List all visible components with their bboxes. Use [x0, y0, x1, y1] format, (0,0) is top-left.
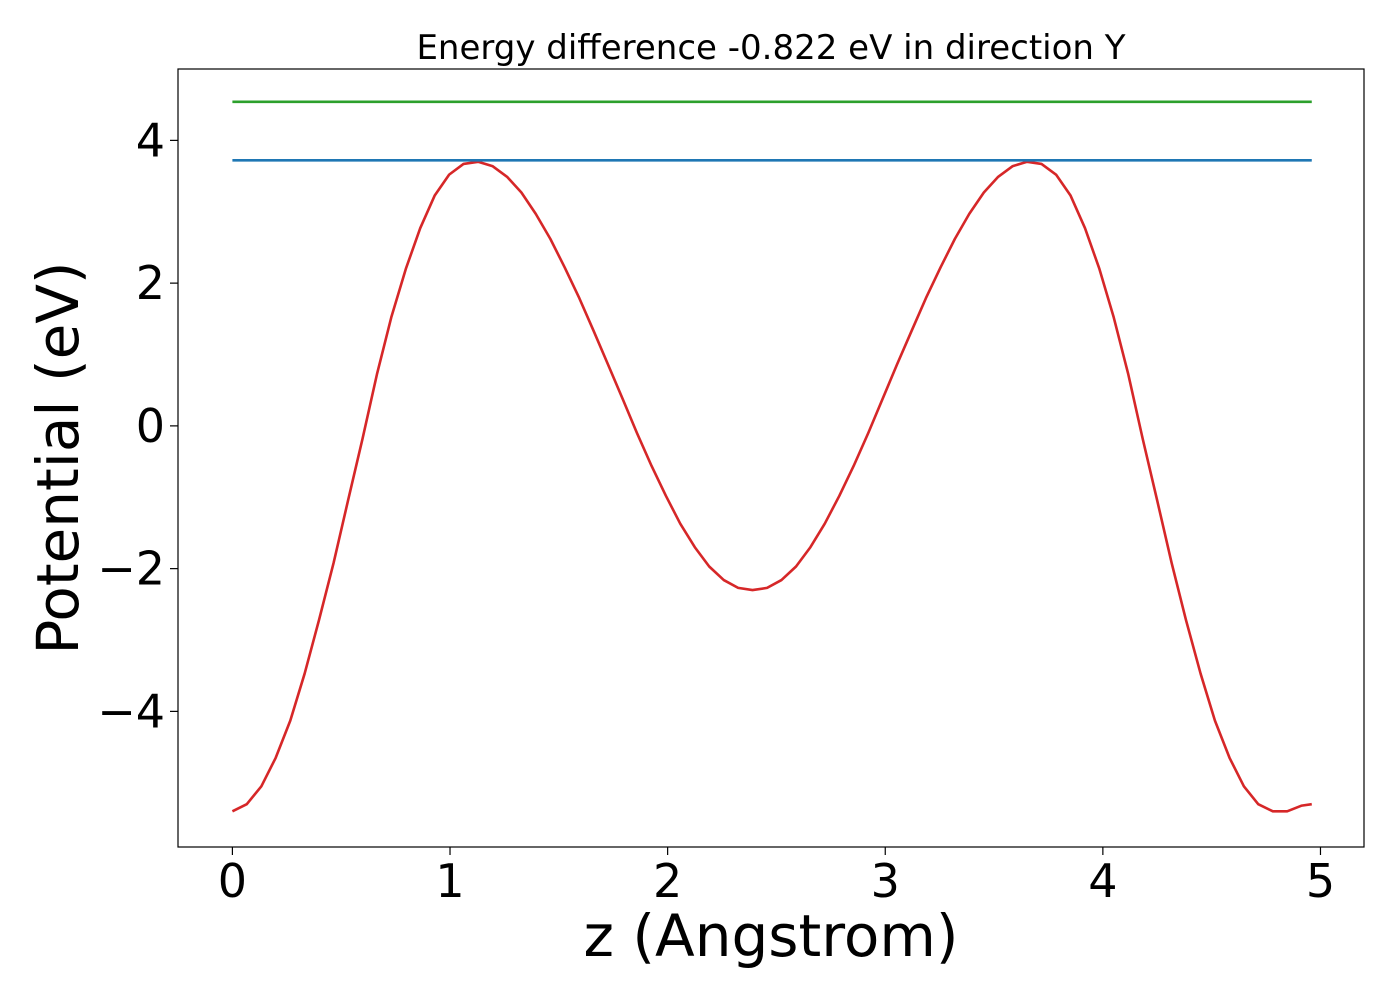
x-tick-label: 1 [435, 854, 464, 908]
x-axis-label: z (Angstrom) [584, 902, 959, 970]
chart-title: Energy difference -0.822 eV in direction… [416, 28, 1125, 68]
x-tick-label: 5 [1306, 854, 1335, 908]
y-tick-label: 2 [136, 256, 165, 310]
plot-frame [177, 68, 1365, 848]
x-tick-label: 4 [1088, 854, 1117, 908]
y-axis: −4 −2 0 2 4 [97, 113, 178, 738]
series-layer [231, 100, 1312, 813]
y-axis-label: Potential (eV) [24, 261, 92, 654]
x-axis: 0 1 2 3 4 5 [218, 847, 1335, 908]
y-tick-label: 0 [136, 399, 165, 453]
x-tick-label: 0 [218, 854, 247, 908]
y-tick-label: 4 [136, 113, 165, 167]
x-tick-label: 3 [871, 854, 900, 908]
y-tick-label: −2 [97, 542, 165, 596]
x-tick-label: 2 [653, 854, 682, 908]
series-line-0 [231, 160, 1312, 813]
y-tick-label: −4 [97, 684, 165, 738]
